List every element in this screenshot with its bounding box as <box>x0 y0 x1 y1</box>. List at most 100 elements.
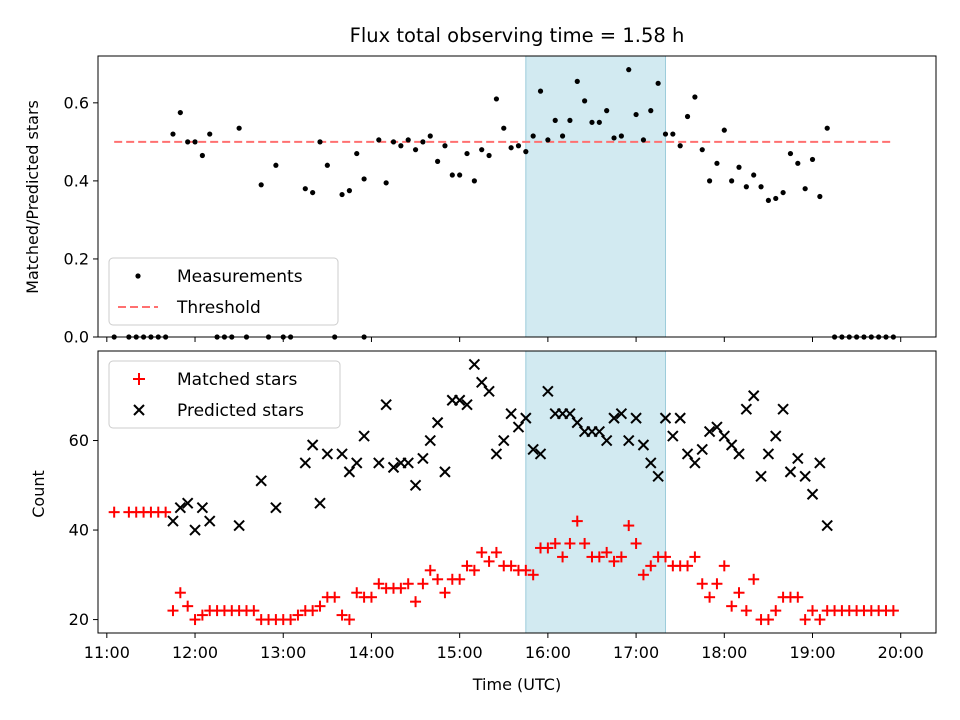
predicted-star-point <box>630 412 642 424</box>
predicted-star-point <box>637 439 650 451</box>
matched-star-point <box>439 587 451 599</box>
matched-star-point <box>160 506 172 518</box>
measurement-point <box>346 188 352 194</box>
x-stroke-b <box>755 470 767 483</box>
measurement-point <box>501 125 507 131</box>
matched-star-point <box>557 551 569 563</box>
matched-star-point <box>402 578 414 590</box>
predicted-star-point <box>402 457 414 469</box>
measurement-point <box>648 108 654 114</box>
predicted-star-point <box>821 519 833 532</box>
x-tick-label: 17:00 <box>613 643 659 662</box>
matched-star-point <box>395 582 407 594</box>
matched-star-point <box>770 605 782 617</box>
measurement-point <box>618 133 624 139</box>
x-stroke-b <box>534 448 547 460</box>
predicted-star-point <box>490 448 503 460</box>
measurement-point <box>633 111 639 118</box>
measurement-point <box>692 94 698 100</box>
predicted-star-point <box>439 466 451 478</box>
measurement-point <box>677 143 683 149</box>
predicted-star-point <box>659 412 672 424</box>
x-tick-label: 15:00 <box>437 643 483 662</box>
count-legend: Matched stars Predicted stars <box>108 360 341 429</box>
predicted-star-point <box>424 434 436 447</box>
matched-star-point <box>292 609 304 621</box>
matched-star-point <box>343 614 355 626</box>
matched-star-point <box>740 605 752 617</box>
x-tick-label: 12:00 <box>172 643 218 662</box>
matched-star-point <box>174 587 186 599</box>
predicted-star-point <box>674 412 686 424</box>
measurement-point <box>471 178 477 184</box>
matched-star-point <box>579 537 591 549</box>
x-stroke-b <box>380 399 392 411</box>
x-stroke-b <box>747 390 760 402</box>
measurement-point <box>177 109 183 116</box>
measurement-point <box>207 131 213 137</box>
measurement-point <box>655 80 661 86</box>
measurement-point <box>324 162 330 168</box>
predicted-star-point <box>564 407 576 420</box>
x-stroke-b <box>387 461 400 474</box>
measurement-point <box>582 98 588 104</box>
x-stroke-b <box>520 412 532 424</box>
measurement-point <box>537 88 544 94</box>
predicted-star-point <box>380 399 392 411</box>
predicted-star-point <box>373 457 385 469</box>
predicted-star-point <box>527 443 539 456</box>
predicted-star-point <box>733 448 745 460</box>
matched-star-point <box>887 605 899 617</box>
predicted-star-point <box>409 479 422 491</box>
x-stroke-b <box>343 466 356 478</box>
measurement-point <box>780 189 786 196</box>
x-stroke-b <box>255 475 267 487</box>
x-stroke-b <box>299 457 312 469</box>
ratio-plot-frame <box>97 55 937 338</box>
x-stroke-b <box>608 412 620 424</box>
matched-star-point <box>704 591 716 603</box>
matched-star-point <box>182 600 194 612</box>
matched-star-point <box>351 587 363 599</box>
x-stroke-b <box>542 385 554 397</box>
predicted-star-point <box>387 461 400 474</box>
predicted-star-point <box>718 430 731 442</box>
matched-star-point <box>682 560 694 572</box>
measurement-point <box>515 143 522 149</box>
x-stroke-b <box>571 416 583 429</box>
predicted-star-point <box>747 390 760 402</box>
x-stroke-b <box>814 457 826 469</box>
measurement-point <box>435 158 441 164</box>
legend-measurements-label: Measurements <box>177 267 303 287</box>
measurement-point <box>559 133 566 139</box>
count-x-ticks: 11:00 12:00 13:00 14:00 15:00 16:00 17:00 18:00… <box>84 633 924 662</box>
x-stroke-b <box>306 439 319 451</box>
ratio-y-tick-label: 0.4 <box>64 171 89 190</box>
ratio-x-ticks <box>106 337 902 342</box>
predicted-star-point <box>417 452 429 465</box>
matched-star-point <box>461 560 473 572</box>
x-stroke-b <box>623 434 635 447</box>
x-stroke-b <box>417 452 429 465</box>
predicted-star-point <box>483 385 495 397</box>
measurement-point <box>795 160 801 166</box>
predicted-star-point <box>181 497 194 509</box>
measurement-point <box>802 186 808 192</box>
measurement-point <box>545 137 551 143</box>
count-y-axis-label: Count <box>29 470 48 518</box>
x-stroke-b <box>527 443 539 456</box>
predicted-star-point <box>321 448 334 460</box>
matched-star-point <box>799 614 811 626</box>
x-stroke-b <box>204 515 216 527</box>
matched-star-point <box>711 578 723 590</box>
x-tick-label: 16:00 <box>525 643 571 662</box>
measurement-point <box>729 178 735 184</box>
measurement-point <box>670 131 676 137</box>
predicted-star-point <box>174 501 187 514</box>
x-stroke-b <box>784 466 797 478</box>
predicted-star-point <box>196 501 209 514</box>
measurement-point <box>552 117 558 123</box>
matched-star-point <box>365 591 377 603</box>
